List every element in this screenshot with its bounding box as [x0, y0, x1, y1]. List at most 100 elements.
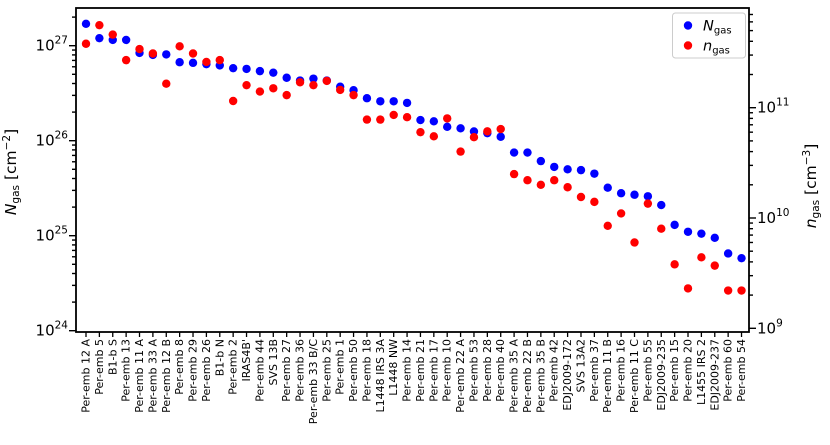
- data-point-n: [269, 84, 278, 93]
- data-point-N: [563, 165, 572, 174]
- legend-label: Ngas: [703, 19, 732, 37]
- data-point-N: [309, 74, 318, 83]
- data-point-n: [496, 124, 505, 134]
- right-tick-label: 109: [757, 317, 783, 337]
- data-point-n: [469, 133, 479, 142]
- left-tick-label: 1025: [36, 225, 68, 245]
- x-tick-label: Per-emb 54: [735, 339, 748, 402]
- data-point-n: [95, 20, 104, 30]
- x-tick-label: Per-emb 20: [682, 339, 695, 402]
- x-tick-label: Per-emb 60: [722, 339, 735, 402]
- x-tick-label: Per-emb 2: [227, 339, 240, 395]
- x-tick-label: Per-emb 11 A: [133, 339, 146, 413]
- x-tick-label: Per-emb 11 B: [601, 339, 614, 413]
- data-point-n: [509, 169, 519, 179]
- legend-marker-N: [683, 21, 693, 30]
- right-tick-label: 1010: [757, 207, 789, 227]
- x-tick-label: Per-emb 16: [615, 339, 628, 402]
- data-point-N: [683, 227, 693, 236]
- x-tick-label: L1455 IRS 2: [695, 339, 708, 405]
- left-tick-label: 1024: [36, 320, 69, 340]
- data-point-N: [416, 115, 425, 125]
- data-point-n: [148, 49, 158, 58]
- legend-marker-n: [683, 41, 693, 50]
- x-tick-label: Per-emb 12 A: [80, 339, 93, 413]
- data-point-N: [376, 97, 385, 106]
- x-tick-label: B1-b N: [213, 339, 226, 376]
- data-point-N: [443, 122, 452, 132]
- x-tick-label: Per-emb 29: [187, 339, 200, 402]
- data-point-n: [135, 44, 144, 54]
- x-tick-label: Per-emb 17: [427, 339, 440, 402]
- x-tick-label: Per-emb 1: [334, 339, 347, 395]
- data-point-N: [162, 50, 171, 59]
- data-point-n: [108, 30, 117, 39]
- data-point-n: [683, 284, 693, 293]
- data-point-n: [202, 57, 211, 67]
- data-point-n: [416, 127, 425, 137]
- data-point-n: [536, 180, 546, 189]
- data-point-n: [349, 90, 358, 100]
- data-point-n: [723, 286, 733, 295]
- x-tick-label: Per-emb 36: [294, 339, 307, 402]
- x-tick-label: Per-emb 13: [120, 339, 133, 402]
- data-point-N: [81, 19, 91, 29]
- data-point-n: [657, 224, 666, 233]
- x-tick-label: SVS 13A2: [574, 339, 587, 393]
- data-point-n: [483, 127, 492, 136]
- data-point-N: [737, 253, 746, 263]
- x-tick-label: Per-emb 5: [93, 339, 106, 395]
- x-tick-label: Per-emb 21: [414, 339, 427, 402]
- data-point-N: [670, 220, 679, 230]
- data-point-n: [550, 176, 559, 185]
- x-tick-label: Per-emb 33 A: [146, 339, 159, 413]
- data-point-n: [643, 199, 653, 208]
- x-tick-label: Per-emb 22 B: [521, 339, 534, 413]
- x-tick-label: EDJ2009-237: [708, 339, 721, 411]
- data-point-N: [188, 58, 198, 68]
- data-point-n: [215, 55, 224, 65]
- data-point-n: [362, 115, 372, 124]
- data-point-N: [255, 66, 265, 76]
- x-tick-label: B1-b S: [106, 339, 119, 375]
- data-point-n: [309, 80, 318, 90]
- data-point-N: [121, 35, 131, 45]
- data-point-N: [282, 73, 291, 82]
- data-point-N: [643, 192, 653, 201]
- data-point-N: [429, 117, 439, 126]
- data-point-N: [536, 156, 546, 166]
- data-point-n: [402, 113, 412, 122]
- series-n-gas: [81, 20, 746, 295]
- data-point-N: [697, 229, 706, 238]
- x-tick-label: Per-emb 15: [668, 339, 681, 402]
- left-tick-label: 1026: [36, 130, 69, 150]
- data-point-N: [95, 33, 104, 43]
- x-tick-label: SVS 13B: [267, 339, 280, 386]
- data-point-n: [188, 49, 198, 58]
- data-point-n: [603, 221, 612, 230]
- data-point-n: [255, 87, 265, 96]
- x-tick-label: IRAS4B': [240, 339, 253, 382]
- data-point-N: [590, 169, 599, 178]
- x-tick-label: Per-emb 42: [548, 339, 561, 402]
- data-point-N: [228, 63, 238, 73]
- data-point-N: [630, 190, 639, 199]
- x-tick-label: Per-emb 11 C: [628, 339, 641, 413]
- data-point-n: [443, 114, 452, 123]
- data-point-n: [162, 79, 171, 88]
- x-tick-label: Per-emb 10: [441, 339, 454, 402]
- legend: Ngas ngas: [672, 12, 746, 59]
- x-tick-label: L1448 NW: [387, 339, 400, 396]
- data-point-n: [121, 55, 131, 65]
- x-tick-label: Per-emb 55: [641, 339, 654, 402]
- data-point-N: [616, 189, 626, 198]
- x-tick-label: Per-emb 53: [467, 339, 480, 402]
- x-tick-label: Per-emb 22 A: [454, 339, 467, 413]
- data-point-n: [389, 110, 398, 120]
- x-tick-label: Per-emb 44: [253, 339, 266, 402]
- data-point-n: [590, 197, 599, 207]
- data-point-n: [563, 183, 572, 192]
- data-point-N: [509, 148, 519, 157]
- data-point-N: [576, 165, 586, 175]
- data-point-n: [710, 261, 719, 270]
